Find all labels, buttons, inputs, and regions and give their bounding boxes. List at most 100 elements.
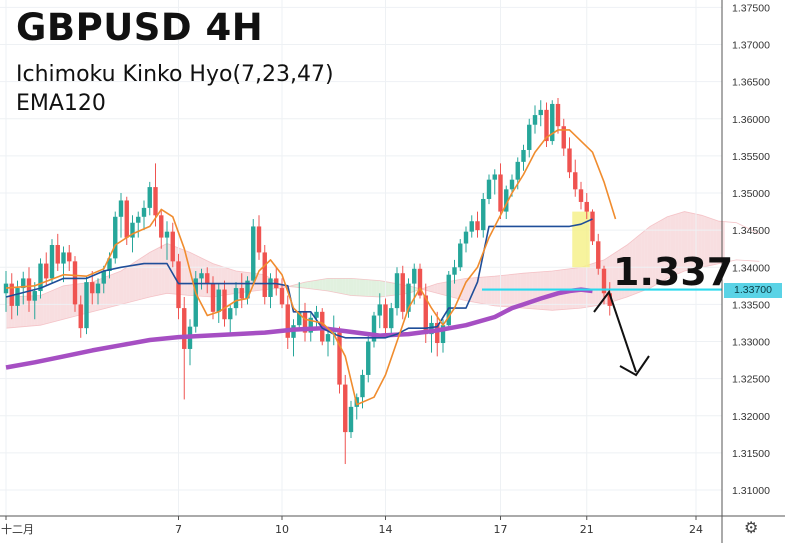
cloud-segment (385, 281, 389, 297)
candle-body (130, 222, 135, 238)
candle-body (153, 187, 158, 216)
cloud-segment (466, 278, 469, 302)
settings-gear-icon[interactable]: ⚙ (744, 520, 759, 537)
candle-body (469, 221, 474, 232)
candle-body (446, 274, 451, 326)
cloud-segment (187, 251, 190, 296)
candle-body (256, 226, 262, 253)
price-tick-label: 1.37000 (732, 40, 770, 52)
cloud-segment (365, 279, 369, 297)
candle (159, 209, 164, 249)
candle (302, 302, 308, 342)
candle-body (176, 261, 181, 309)
candle-body (308, 317, 313, 333)
cloud-segment (514, 273, 518, 308)
candle (475, 211, 480, 238)
candle-body (400, 273, 405, 312)
candle (348, 400, 354, 439)
cloud-segment (241, 271, 245, 293)
cloud-segment (371, 279, 374, 297)
candle-body (377, 304, 382, 316)
cloud-segment (37, 295, 41, 326)
candle-body (72, 261, 78, 305)
cloud-segment (310, 280, 314, 290)
candle (233, 282, 239, 316)
cloud-segment (517, 273, 521, 308)
candle-body (297, 311, 302, 326)
candle-body (532, 115, 538, 125)
candle (400, 265, 405, 320)
candle (55, 233, 60, 271)
cloud-segment (701, 215, 705, 268)
price-tick-label: 1.32000 (732, 411, 770, 423)
candle-body (463, 231, 469, 244)
cloud-segment (141, 256, 144, 300)
candle (95, 278, 101, 305)
candle-body (429, 322, 434, 335)
cloud-segment (382, 281, 386, 297)
candle-body (216, 289, 221, 312)
cloud-segment (581, 266, 584, 309)
cloud-segment (333, 278, 337, 293)
cloud-segment (49, 290, 52, 323)
cloud-segment (632, 238, 636, 295)
cloud-segment (696, 214, 699, 269)
cloud-segment (121, 269, 124, 305)
cloud-segment (368, 279, 372, 297)
key-level (482, 288, 722, 377)
candle-body (492, 174, 497, 180)
cloud-segment (52, 289, 55, 323)
chart-title: GBPUSD 4H (16, 6, 264, 49)
cloud-segment (652, 223, 656, 287)
cloud-segment (259, 273, 262, 291)
candle-body (199, 273, 204, 279)
candle (291, 319, 296, 357)
candle (452, 259, 457, 284)
cloud-segment (486, 276, 489, 305)
cloud-segment (299, 282, 303, 288)
candle-body (55, 245, 60, 264)
cloud-segment (627, 242, 630, 297)
cloud-segment (391, 282, 395, 296)
cloud-segment (144, 254, 147, 299)
candle (435, 311, 440, 357)
cloud-span-a (5, 211, 760, 298)
cloud-segment (411, 286, 415, 293)
candle-body (90, 282, 95, 294)
cloud-segment (60, 285, 64, 320)
candle (389, 302, 394, 335)
candle (481, 193, 486, 238)
candle-body (567, 148, 572, 173)
price-tick-label: 1.31500 (732, 448, 770, 460)
cloud-segment (477, 277, 481, 304)
cloud-segment (523, 272, 527, 309)
cloud-segment (721, 221, 725, 263)
candle (256, 215, 262, 260)
cloud-segment (319, 279, 323, 291)
candle (274, 267, 279, 296)
cloud-segment (31, 295, 35, 326)
candle (366, 334, 371, 383)
candle-body (343, 384, 348, 433)
candle (371, 311, 377, 348)
cloud-segment (46, 291, 50, 324)
cloud-segment (26, 295, 29, 327)
cloud-segment (362, 279, 366, 297)
candle-body (337, 332, 342, 385)
cloud-segment (126, 265, 130, 303)
candle-body (285, 304, 290, 338)
candle-body (245, 280, 250, 299)
cloud-segment (29, 295, 32, 327)
candle-body (239, 288, 244, 299)
cloud-segment (322, 278, 326, 291)
cloud-segment (135, 259, 139, 301)
candle (147, 181, 152, 216)
cloud-segment (509, 274, 512, 308)
candle (532, 105, 538, 134)
cloud-segment (641, 231, 645, 292)
cloud-segment (546, 271, 550, 311)
candle-body (205, 273, 210, 284)
candle-body (383, 304, 388, 329)
cloud-segment (123, 267, 127, 304)
